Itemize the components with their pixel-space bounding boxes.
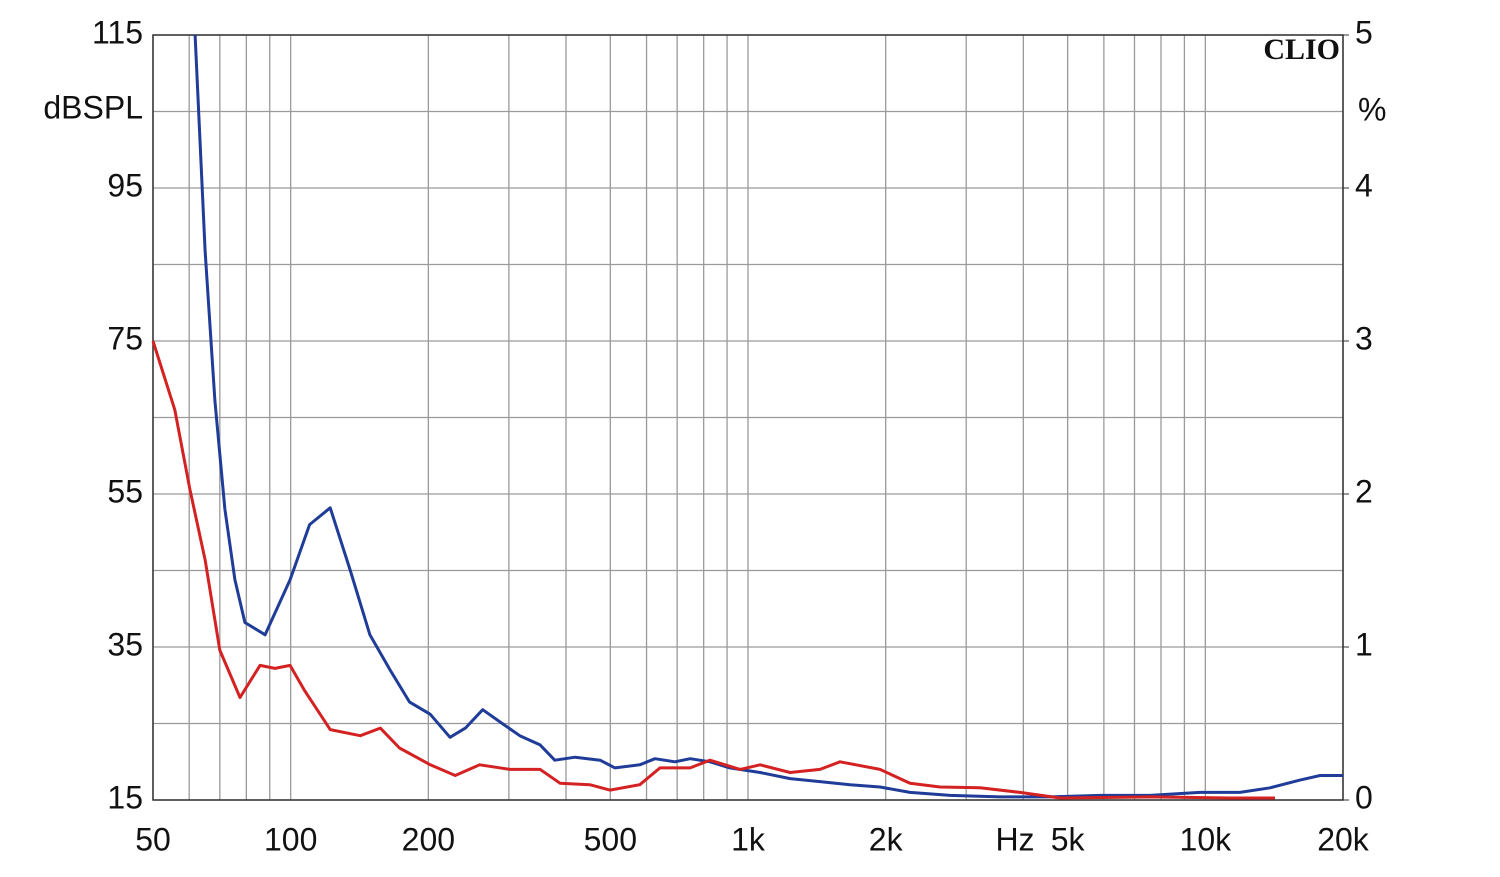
y2-tick-label: 4 <box>1355 167 1373 203</box>
x-axis-label: Hz <box>995 821 1034 857</box>
y-axis-label: dBSPL <box>43 89 143 125</box>
x-tick-label: 100 <box>264 821 317 857</box>
y-tick-label: 115 <box>92 14 143 50</box>
y2-tick-label: 1 <box>1355 626 1373 662</box>
x-tick-label: 20k <box>1317 821 1370 857</box>
y2-tick-label: 2 <box>1355 473 1373 509</box>
y-tick-label: 35 <box>107 626 143 662</box>
x-tick-label: 500 <box>584 821 637 857</box>
x-tick-label: 10k <box>1180 821 1233 857</box>
y2-tick-label: 0 <box>1355 779 1373 815</box>
plot-frame <box>152 34 1344 801</box>
y-tick-label: 55 <box>107 473 143 509</box>
y-tick-label: 15 <box>107 779 143 815</box>
x-tick-label: 50 <box>135 821 171 857</box>
x-tick-label: 2k <box>869 821 904 857</box>
x-tick-label: 200 <box>402 821 455 857</box>
x-tick-label: 5k <box>1051 821 1086 857</box>
series-line <box>151 340 1275 800</box>
y2-tick-label: 3 <box>1355 320 1373 356</box>
x-tick-label: 1k <box>731 821 766 857</box>
y-tick-label: 75 <box>107 320 143 356</box>
logo: CLIO <box>1263 33 1340 66</box>
series-line <box>193 34 1343 799</box>
y-tick-label: 95 <box>107 167 143 203</box>
y2-tick-label: 5 <box>1355 14 1373 50</box>
y2-axis-label: % <box>1358 91 1386 127</box>
